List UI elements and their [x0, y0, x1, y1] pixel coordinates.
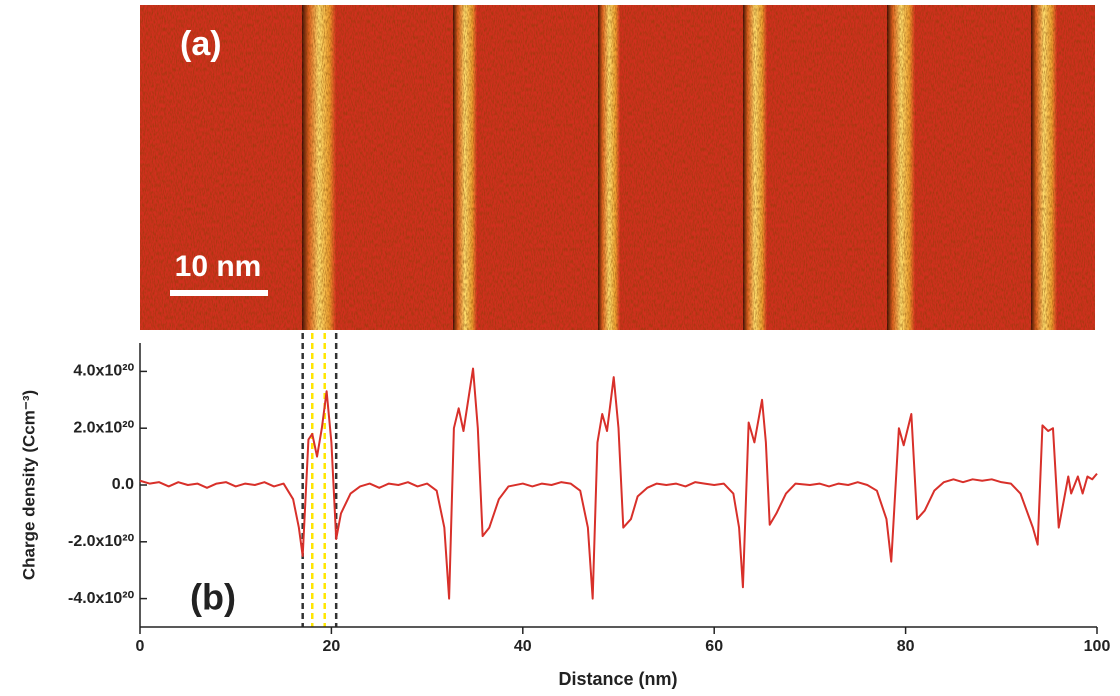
x-tick-label: 60 — [705, 638, 723, 655]
x-tick-label: 0 — [136, 638, 145, 655]
scale-bar-label: 10 nm — [175, 250, 262, 283]
afm-image: (a) 10 nm — [140, 5, 1095, 330]
x-tick-label: 40 — [514, 638, 532, 655]
plot: (b) Distance (nm) Charge density (Ccm⁻³)… — [19, 333, 1110, 689]
x-tick-label: 20 — [323, 638, 341, 655]
y-tick-label: 2.0x10²⁰ — [73, 419, 134, 436]
y-axis-label: Charge density (Ccm⁻³) — [19, 390, 38, 580]
x-tick-label: 100 — [1084, 638, 1111, 655]
scale-bar — [170, 290, 268, 296]
x-tick-label: 80 — [897, 638, 915, 655]
y-tick-label: 4.0x10²⁰ — [73, 363, 134, 380]
panel-label: (b) — [190, 577, 236, 618]
data-line — [139, 367, 1098, 600]
panel-label: (a) — [180, 25, 222, 63]
y-tick-label: 0.0 — [112, 476, 134, 493]
y-tick-label: -4.0x10²⁰ — [68, 590, 135, 607]
y-tick-label: -2.0x10²⁰ — [68, 533, 135, 550]
image-texture — [140, 5, 1095, 330]
x-axis-label: Distance (nm) — [558, 669, 677, 689]
